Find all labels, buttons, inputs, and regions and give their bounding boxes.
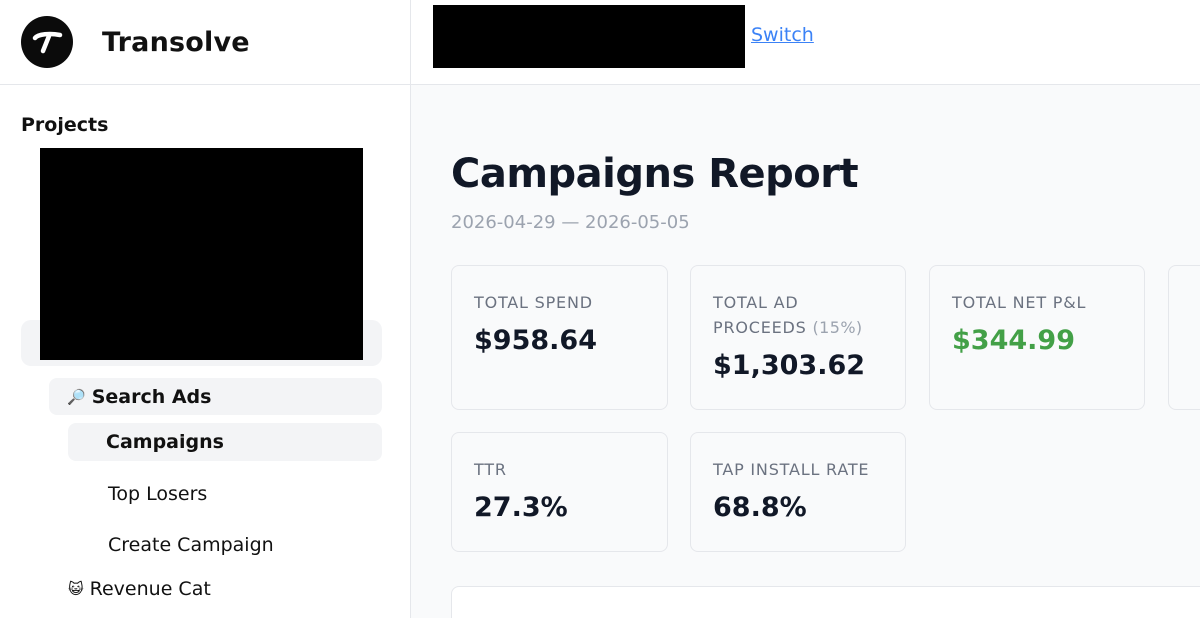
magnifier-icon: 🔎 (67, 387, 86, 406)
stat-label: TAP INSTALL RATE (713, 460, 870, 479)
sidebar-item-search-ads[interactable]: 🔎 Search Ads (49, 378, 382, 415)
sidebar-item-label: Search Ads (91, 385, 212, 408)
sidebar-item-label: Campaigns (106, 431, 224, 453)
stat-card-total-net-pl: TOTAL NET P&L $344.99 (929, 265, 1145, 410)
page-title: Campaigns Report (451, 151, 859, 197)
stat-card-truncated (1168, 265, 1200, 410)
date-range: 2026-04-29 — 2026-05-05 (451, 212, 690, 233)
stat-value: $344.99 (952, 325, 1075, 356)
sidebar-item-label: Create Campaign (108, 534, 274, 556)
stat-value: $1,303.62 (713, 350, 866, 381)
redacted-account-name (433, 5, 745, 68)
sidebar: Transolve Projects 🔎 Search Ads Campaign… (0, 0, 411, 618)
stat-value: $958.64 (474, 325, 597, 356)
brand-name: Transolve (102, 26, 250, 58)
redacted-project-list (40, 148, 363, 360)
stat-label: TOTAL AD PROCEEDS (15%) (713, 290, 883, 340)
stat-label: TOTAL SPEND (474, 293, 593, 312)
projects-title: Projects (21, 114, 109, 136)
sidebar-item-label: Revenue Cat (89, 578, 211, 600)
stat-label: TTR (474, 460, 507, 479)
sidebar-item-revenue-cat[interactable]: 😺 Revenue Cat (68, 575, 211, 603)
stat-value: 27.3% (474, 492, 568, 523)
transolve-logo-icon[interactable] (21, 16, 73, 68)
stat-label: TOTAL NET P&L (952, 293, 1087, 312)
stat-card-ttr: TTR 27.3% (451, 432, 668, 552)
stat-card-total-spend: TOTAL SPEND $958.64 (451, 265, 668, 410)
stat-label-note: (15%) (812, 318, 863, 337)
brand-header: Transolve (0, 0, 410, 85)
cat-icon: 😺 (68, 580, 84, 598)
top-bar: Switch (411, 0, 1200, 85)
sidebar-item-create-campaign[interactable]: Create Campaign (108, 531, 274, 559)
stat-card-tap-install-rate: TAP INSTALL RATE 68.8% (690, 432, 906, 552)
sidebar-item-label: Top Losers (108, 483, 208, 505)
sidebar-item-campaigns[interactable]: Campaigns (68, 423, 382, 461)
stat-value: 68.8% (713, 492, 807, 523)
sidebar-item-top-losers[interactable]: Top Losers (108, 480, 207, 508)
stat-card-total-ad-proceeds: TOTAL AD PROCEEDS (15%) $1,303.62 (690, 265, 906, 410)
stat-label-text: TOTAL AD PROCEEDS (713, 293, 807, 337)
main-content: Campaigns Report 2026-04-29 — 2026-05-05… (411, 85, 1200, 618)
campaigns-table-card (451, 586, 1200, 618)
switch-link[interactable]: Switch (751, 24, 814, 46)
